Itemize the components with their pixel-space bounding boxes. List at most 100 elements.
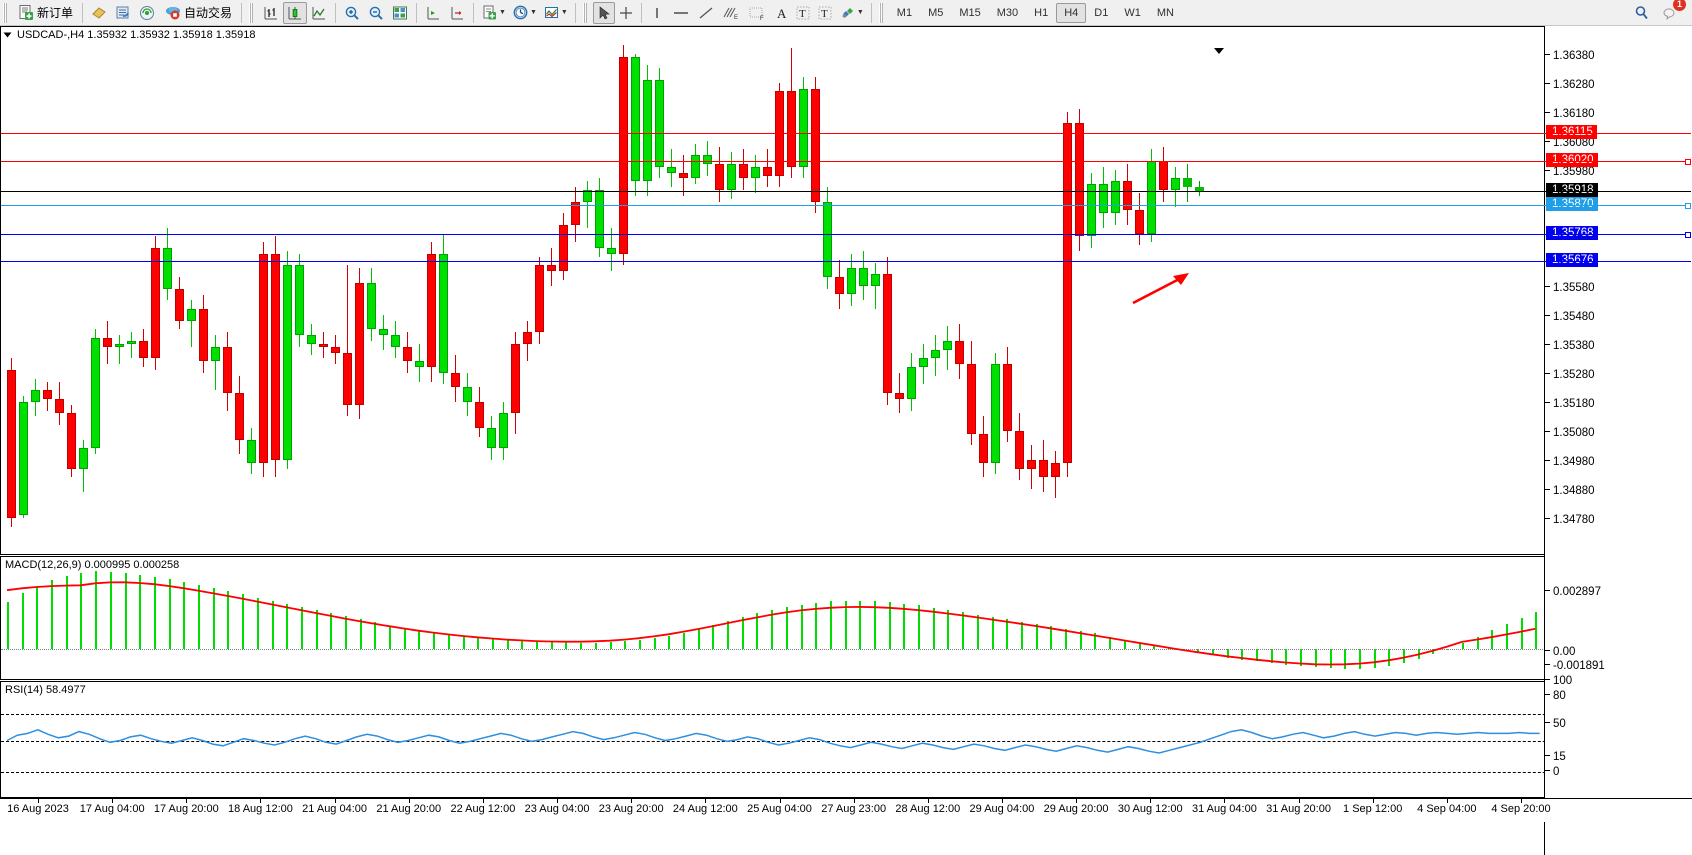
rsi-pane[interactable]: RSI(14) 58.4977 <box>0 681 1692 798</box>
candle-body <box>67 413 76 469</box>
data-window-icon[interactable] <box>111 2 135 24</box>
candle <box>1111 169 1120 225</box>
toolbar-grip[interactable] <box>3 2 10 23</box>
price-axis-tick: 1.34880 <box>1545 485 1595 497</box>
price-level-handle[interactable] <box>1685 159 1691 166</box>
price-pane[interactable]: USDCAD-,H4 1.35932 1.35932 1.35918 1.359… <box>0 26 1692 555</box>
candlestick-chart-icon[interactable] <box>283 1 308 24</box>
equidistant-channel-icon[interactable]: F <box>744 2 770 24</box>
text-icon[interactable]: A <box>770 2 792 24</box>
objects-icon[interactable]: T <box>814 2 836 24</box>
timeframe-d1[interactable]: D1 <box>1094 6 1109 19</box>
candle-body <box>283 265 292 460</box>
cursor-icon[interactable] <box>592 1 615 24</box>
timeframe-m15[interactable]: M15 <box>959 6 981 19</box>
timeframe-h4[interactable]: H4 <box>1056 2 1087 23</box>
toolbar-grip-2[interactable] <box>249 2 257 23</box>
bar-chart-icon[interactable] <box>259 2 283 24</box>
price-axis[interactable]: 1.36380 1.36280 1.36180 1.36080 1.35980 1.355… <box>1544 26 1692 855</box>
search-icon[interactable] <box>1630 2 1654 24</box>
candle-body <box>703 155 712 164</box>
candle <box>259 242 268 478</box>
price-level-handle[interactable] <box>1685 202 1691 209</box>
price-level-line[interactable] <box>1 133 1691 135</box>
macd-histogram-bar <box>109 571 112 649</box>
period-icon[interactable]: ▼ <box>509 2 540 24</box>
time-axis-label: 18 Aug 12:00 <box>228 803 293 815</box>
timeframe-m5[interactable]: M5 <box>928 6 944 19</box>
notifications-icon[interactable]: 1 <box>1658 0 1686 24</box>
zoom-in-icon[interactable] <box>340 2 364 24</box>
time-axis-tick <box>1150 799 1152 803</box>
chart-shift-icon[interactable] <box>421 2 445 24</box>
time-axis-label: 29 Aug 20:00 <box>1043 803 1109 815</box>
indicator-axis-tick: 0 <box>1545 766 1559 778</box>
templates-icon[interactable]: ▼ <box>478 2 509 24</box>
period-dropdown-caret[interactable]: ▼ <box>529 9 537 16</box>
timeframe-m30[interactable]: M30 <box>996 6 1019 19</box>
symbol-collapse-arrow[interactable] <box>3 32 12 38</box>
chart-grid-icon[interactable] <box>388 2 412 24</box>
candle-body <box>559 224 568 272</box>
price-level-label[interactable]: 1.35870 <box>1546 196 1598 211</box>
shapes-icon[interactable]: ▼ <box>836 2 867 24</box>
price-level-label[interactable]: 1.35918 <box>1546 182 1598 197</box>
timeframe-m1[interactable]: M1 <box>896 6 913 19</box>
text-label-icon[interactable]: T <box>792 2 814 24</box>
indicators-icon[interactable]: ▼ <box>540 2 571 24</box>
macd-histogram-bar <box>741 617 744 649</box>
candle-body <box>415 361 424 368</box>
macd-histogram-bar <box>330 613 333 649</box>
candle-body <box>667 166 676 173</box>
price-plot <box>1 27 1691 554</box>
candle <box>559 213 568 280</box>
candle-body <box>439 253 448 373</box>
price-level-line[interactable] <box>1 232 1691 239</box>
templates-dropdown-caret[interactable]: ▼ <box>499 9 506 16</box>
hline-icon[interactable] <box>668 2 694 24</box>
toolbar-grip-3[interactable] <box>582 2 590 23</box>
price-level-label[interactable]: 1.35676 <box>1546 252 1598 267</box>
price-level-line[interactable] <box>1 190 1691 192</box>
price-level-label[interactable]: 1.36020 <box>1546 153 1598 168</box>
vline-icon[interactable] <box>646 2 668 24</box>
price-level-line[interactable] <box>1 202 1691 209</box>
timeframe-h1[interactable]: H1 <box>1034 6 1049 19</box>
expert-advisor-icon[interactable] <box>87 2 111 24</box>
indicator-axis-tick: 15 <box>1545 751 1566 763</box>
new-order-button[interactable]: 新订单 <box>13 2 78 24</box>
autotrading-button[interactable]: 自动交易 <box>159 2 237 24</box>
price-level-label[interactable]: 1.36115 <box>1546 125 1597 140</box>
price-axis-tick: 1.35280 <box>1545 369 1595 381</box>
chart-area[interactable]: USDCAD-,H4 1.35932 1.35932 1.35918 1.359… <box>0 26 1692 855</box>
trendline-icon[interactable] <box>694 2 718 24</box>
signals-icon[interactable] <box>135 2 159 24</box>
candle <box>1039 439 1048 492</box>
shapes-dropdown-caret[interactable]: ▼ <box>856 9 864 16</box>
notification-count-badge: 1 <box>1673 0 1686 11</box>
time-axis-tick <box>482 799 484 803</box>
price-level-line[interactable] <box>1 260 1691 262</box>
timeframe-w1[interactable]: W1 <box>1124 6 1141 19</box>
macd-histogram-bar <box>918 605 921 649</box>
indicators-dropdown-caret[interactable]: ▼ <box>560 9 568 16</box>
price-axis-tick: 1.35080 <box>1545 427 1595 439</box>
price-level-line[interactable] <box>1 159 1691 166</box>
macd-histogram-bar <box>1241 649 1244 660</box>
macd-histogram-bar <box>447 634 450 649</box>
price-level-handle[interactable] <box>1685 232 1691 239</box>
timeframe-mn[interactable]: MN <box>1156 6 1174 19</box>
line-chart-icon[interactable] <box>307 2 331 24</box>
macd-histogram-bar <box>491 638 494 649</box>
price-level-label[interactable]: 1.35768 <box>1546 226 1598 241</box>
crosshair-icon[interactable] <box>615 2 637 24</box>
auto-scroll-icon[interactable] <box>445 2 469 24</box>
zoom-out-icon[interactable] <box>364 2 388 24</box>
macd-histogram-bar <box>1520 617 1523 649</box>
time-axis[interactable]: 16 Aug 2023 17 Aug 04:00 17 Aug 20:00 18 Au… <box>0 798 1692 822</box>
candle-body <box>787 91 796 167</box>
macd-pane[interactable]: MACD(12,26,9) 0.000995 0.000258 <box>0 556 1692 680</box>
candle-body <box>607 248 616 254</box>
fibonacci-icon[interactable]: E <box>718 2 744 24</box>
toolbar-grip-4[interactable] <box>878 2 886 23</box>
